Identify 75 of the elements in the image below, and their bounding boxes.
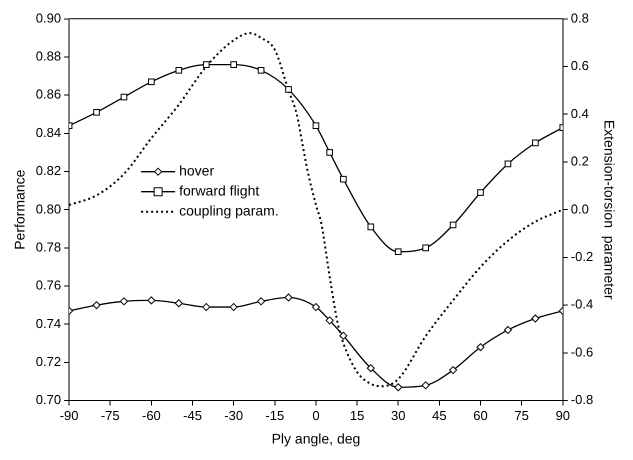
- point: [450, 222, 456, 228]
- point: [230, 61, 237, 68]
- point: [367, 224, 374, 230]
- point: [120, 94, 128, 100]
- x-tick-label: 15: [350, 408, 364, 423]
- x-tick-label: -15: [265, 408, 284, 423]
- x-tick-label: 60: [473, 408, 488, 423]
- y2-tick-label: -0.6: [570, 344, 594, 360]
- y-tick-label: 0.84: [36, 124, 62, 140]
- x-tick-label: 45: [432, 408, 447, 423]
- y-tick-label: 0.82: [36, 163, 62, 178]
- point: [326, 149, 333, 156]
- point: [476, 343, 485, 352]
- x-tick-label: -75: [100, 408, 120, 423]
- point: [120, 297, 128, 306]
- point: [92, 301, 101, 310]
- point: [174, 299, 183, 308]
- point: [449, 366, 458, 374]
- point: [394, 248, 402, 256]
- y2-tick-label: -0.4: [570, 296, 594, 312]
- y-tick-label: 0.78: [36, 239, 62, 254]
- point: [230, 303, 238, 312]
- x-tick-label: -60: [142, 408, 161, 423]
- y2-tick-label: 0.0: [570, 201, 589, 216]
- y-tick-label: 0.70: [36, 392, 62, 408]
- point: [531, 314, 540, 323]
- x-tick-label: -90: [60, 408, 78, 423]
- y-tick-label: 0.90: [36, 10, 62, 26]
- point: [422, 244, 429, 252]
- point: [148, 78, 155, 86]
- y-tick-label: 0.86: [36, 86, 62, 102]
- point: [326, 316, 334, 324]
- y2-tick-label: -0.2: [570, 249, 594, 264]
- y2-tick-label: 0.8: [570, 10, 589, 26]
- y-tick-label: 0.74: [36, 316, 62, 331]
- point: [394, 383, 402, 392]
- point: [257, 297, 266, 306]
- point: [340, 176, 347, 182]
- point: [285, 86, 292, 93]
- point: [422, 381, 430, 390]
- point: [284, 294, 293, 302]
- point: [93, 109, 100, 116]
- point: [312, 303, 320, 312]
- y2-axis-title: Extension-torsion parameter: [602, 120, 618, 300]
- y-tick-label: 0.72: [36, 354, 62, 369]
- point: [258, 67, 264, 74]
- x-tick-label: 30: [391, 408, 406, 423]
- y-tick-label: 0.88: [36, 48, 62, 64]
- x-tick-label: 90: [556, 408, 570, 423]
- point: [339, 332, 348, 340]
- point: [504, 160, 512, 168]
- y2-tick-label: 0.6: [570, 58, 589, 74]
- legend-label: forward flight: [179, 182, 260, 199]
- point: [202, 61, 210, 68]
- y2-tick-label: 0.2: [570, 154, 589, 169]
- point: [147, 296, 156, 304]
- y2-tick-label: 0.4: [570, 106, 589, 121]
- point: [175, 67, 182, 74]
- point: [202, 303, 210, 312]
- point: [312, 122, 320, 130]
- x-tick-label: -45: [183, 408, 202, 423]
- point: [477, 189, 484, 196]
- x-tick-label: 75: [514, 408, 529, 423]
- x-tick-label: -30: [224, 408, 244, 423]
- point: [366, 364, 375, 372]
- point: [532, 140, 539, 146]
- y-tick-label: 0.76: [36, 278, 62, 293]
- x-tick-label: 0: [312, 408, 320, 423]
- legend-label: hover: [179, 162, 214, 179]
- point: [504, 326, 512, 334]
- legend-label: coupling param.: [179, 202, 279, 219]
- y-axis-title: Performance: [11, 169, 28, 250]
- y-tick-label: 0.80: [36, 201, 62, 216]
- y2-tick-label: -0.8: [570, 392, 594, 408]
- x-axis-title: Ply angle, deg: [272, 430, 360, 446]
